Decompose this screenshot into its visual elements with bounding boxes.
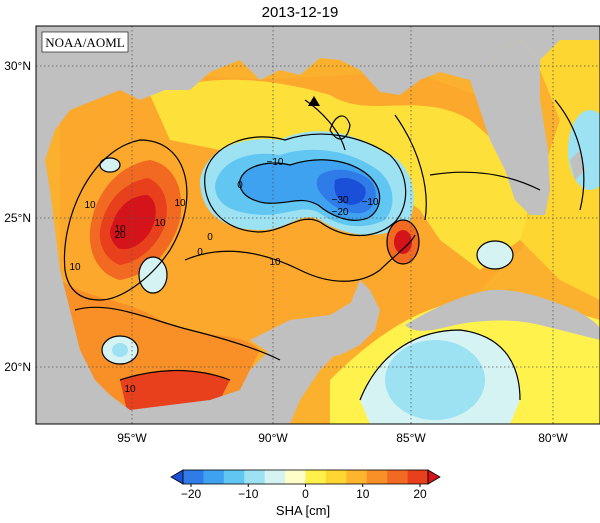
colorbar: −20 −10 0 10 20 [170, 469, 441, 501]
land-yucatan [250, 290, 380, 360]
cold-spot-2-core [112, 343, 128, 357]
lat-label-25: 25°N [4, 211, 31, 225]
yellow-band-east [500, 40, 600, 300]
contour-label: 0 [197, 247, 203, 258]
contour-label: 10 [124, 384, 136, 395]
credit-box: NOAA/AOML [41, 31, 129, 53]
contour-label: 10 [154, 218, 166, 229]
colorbar-segment [325, 470, 347, 484]
warm-eddy-east-core [394, 230, 412, 254]
map-title: 2013-12-19 [261, 4, 339, 21]
cold-spot-1 [139, 257, 167, 293]
contour-label: −10 [362, 197, 379, 208]
colorbar-segment [244, 470, 266, 484]
cold-area-southeast [385, 340, 485, 420]
contour-label: −30 [332, 195, 349, 206]
lon-label-85: 85°W [396, 431, 426, 445]
yellow-band-north [150, 79, 528, 270]
cold-spot-3 [100, 158, 120, 172]
contour-label: 0 [207, 232, 213, 243]
lat-label-30: 30°N [4, 59, 31, 73]
colorbar-extend-low [170, 469, 184, 485]
contour-label: 0 [237, 180, 243, 191]
colorbar-segment [183, 470, 204, 484]
colorbar-segment [346, 470, 368, 484]
land-cuba [405, 289, 600, 340]
lon-label-90: 90°W [258, 431, 288, 445]
colorbar-segment [285, 470, 306, 484]
contour-lines [63, 99, 585, 401]
colorbar-tick-label: 20 [413, 487, 427, 501]
land-bahamas [570, 150, 585, 180]
colorbar-segment [264, 470, 286, 484]
colorbar-tick-label: 0 [302, 487, 309, 501]
colorbar-tick-label: −10 [238, 487, 259, 501]
colorbar-segment [223, 470, 245, 484]
credit-label: NOAA/AOML [45, 35, 125, 50]
station-marker [308, 96, 320, 106]
colorbar-segment [305, 470, 327, 484]
cold-eddy-center [334, 177, 366, 205]
colorbar-segment [203, 470, 225, 484]
land-florida [470, 40, 550, 215]
lon-label-95: 95°W [117, 431, 147, 445]
contour-label: −20 [332, 207, 349, 218]
colorbar-extend-high [427, 469, 441, 485]
contour-label: 10 [269, 257, 281, 268]
contour-label: 10 [84, 200, 96, 211]
colorbar-tick-label: 10 [356, 487, 370, 501]
colorbar-label: SHA [cm] [276, 503, 330, 518]
contour-label: 10 [174, 198, 186, 209]
contour-label: −10 [267, 157, 284, 168]
map-frame [35, 25, 600, 425]
contour-label: 10 [69, 262, 81, 273]
contour-label: 20 [114, 230, 126, 241]
cold-spot-4 [477, 241, 513, 269]
colorbar-tick-label: −20 [181, 487, 202, 501]
lat-label-20: 20°N [4, 360, 31, 374]
colorbar-segment [366, 470, 388, 484]
map-body [36, 26, 600, 424]
colorbar-segment [407, 470, 429, 484]
warm-eddy-west-core [110, 195, 156, 250]
land-north-america [36, 26, 600, 180]
colorbar-segment [387, 470, 409, 484]
contour-label: 10 [114, 224, 126, 235]
lon-label-80: 80°W [538, 431, 568, 445]
